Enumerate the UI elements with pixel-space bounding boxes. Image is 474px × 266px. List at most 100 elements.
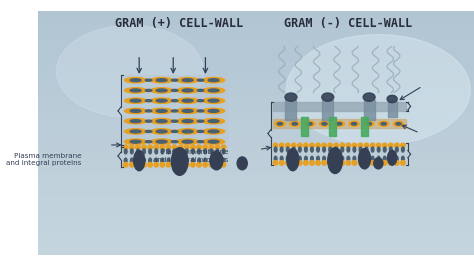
Ellipse shape — [280, 143, 284, 148]
Ellipse shape — [274, 147, 277, 152]
Ellipse shape — [176, 88, 199, 93]
Ellipse shape — [151, 108, 173, 114]
Ellipse shape — [341, 156, 344, 161]
Ellipse shape — [209, 145, 213, 149]
Ellipse shape — [142, 163, 146, 167]
Ellipse shape — [203, 145, 207, 149]
Ellipse shape — [383, 147, 386, 152]
Bar — [273, 119, 406, 128]
Ellipse shape — [124, 158, 127, 163]
Ellipse shape — [277, 123, 283, 125]
Ellipse shape — [307, 123, 312, 125]
Bar — [388, 101, 397, 117]
Bar — [38, 60, 474, 72]
Ellipse shape — [351, 123, 356, 125]
Ellipse shape — [171, 141, 178, 143]
Ellipse shape — [124, 149, 127, 154]
Ellipse shape — [197, 79, 204, 81]
Ellipse shape — [191, 158, 194, 163]
Ellipse shape — [221, 145, 226, 149]
Ellipse shape — [335, 156, 337, 161]
Ellipse shape — [130, 158, 133, 163]
Ellipse shape — [56, 25, 203, 117]
Ellipse shape — [148, 145, 152, 149]
Ellipse shape — [346, 143, 350, 148]
Ellipse shape — [222, 149, 225, 154]
Ellipse shape — [395, 156, 398, 161]
Bar — [38, 11, 474, 23]
Ellipse shape — [322, 123, 327, 125]
Ellipse shape — [352, 161, 356, 165]
Ellipse shape — [222, 158, 225, 163]
Bar — [38, 133, 474, 145]
Ellipse shape — [208, 89, 219, 92]
Ellipse shape — [349, 121, 359, 126]
Ellipse shape — [179, 163, 183, 167]
Ellipse shape — [143, 158, 146, 163]
Ellipse shape — [322, 143, 326, 148]
Ellipse shape — [328, 143, 332, 148]
Ellipse shape — [130, 89, 141, 92]
Ellipse shape — [208, 99, 219, 102]
Ellipse shape — [130, 110, 141, 112]
Text: Plasma membrane
and integral proteins: Plasma membrane and integral proteins — [153, 149, 228, 163]
Ellipse shape — [151, 88, 173, 93]
Ellipse shape — [197, 100, 204, 102]
Ellipse shape — [130, 140, 141, 143]
Bar — [38, 231, 474, 243]
Bar — [38, 145, 474, 157]
Ellipse shape — [215, 145, 219, 149]
Ellipse shape — [292, 147, 295, 152]
Ellipse shape — [197, 110, 204, 112]
Bar — [38, 84, 474, 96]
Ellipse shape — [151, 139, 173, 144]
Ellipse shape — [401, 147, 404, 152]
Ellipse shape — [365, 147, 368, 152]
Ellipse shape — [130, 130, 141, 133]
Ellipse shape — [182, 89, 193, 92]
Ellipse shape — [156, 79, 167, 82]
Ellipse shape — [156, 120, 167, 123]
Ellipse shape — [215, 163, 219, 167]
Bar — [322, 100, 333, 120]
Ellipse shape — [365, 143, 369, 148]
Ellipse shape — [209, 163, 213, 167]
Ellipse shape — [156, 99, 167, 102]
Ellipse shape — [202, 88, 225, 93]
Bar — [364, 100, 374, 120]
Ellipse shape — [151, 77, 173, 83]
Ellipse shape — [353, 147, 356, 152]
Ellipse shape — [340, 161, 345, 165]
Ellipse shape — [210, 158, 213, 163]
Ellipse shape — [347, 147, 350, 152]
Ellipse shape — [129, 145, 134, 149]
Ellipse shape — [322, 161, 326, 165]
Ellipse shape — [334, 143, 338, 148]
Ellipse shape — [208, 120, 219, 123]
Ellipse shape — [124, 145, 128, 149]
Ellipse shape — [182, 130, 193, 133]
Ellipse shape — [275, 121, 285, 126]
Ellipse shape — [359, 147, 362, 152]
Ellipse shape — [184, 163, 189, 167]
Ellipse shape — [280, 156, 283, 161]
Ellipse shape — [389, 143, 393, 148]
Ellipse shape — [171, 89, 178, 92]
Ellipse shape — [204, 158, 207, 163]
Ellipse shape — [136, 163, 140, 167]
Ellipse shape — [176, 77, 199, 83]
Ellipse shape — [142, 145, 146, 149]
Ellipse shape — [171, 120, 178, 122]
Ellipse shape — [353, 156, 356, 161]
Ellipse shape — [146, 141, 152, 143]
Ellipse shape — [125, 129, 146, 134]
Ellipse shape — [298, 161, 302, 165]
Ellipse shape — [198, 149, 201, 154]
Ellipse shape — [208, 110, 219, 112]
Ellipse shape — [125, 119, 146, 124]
Ellipse shape — [197, 130, 204, 132]
Ellipse shape — [335, 147, 337, 152]
Ellipse shape — [208, 79, 219, 82]
Ellipse shape — [182, 99, 193, 102]
Ellipse shape — [310, 147, 313, 152]
